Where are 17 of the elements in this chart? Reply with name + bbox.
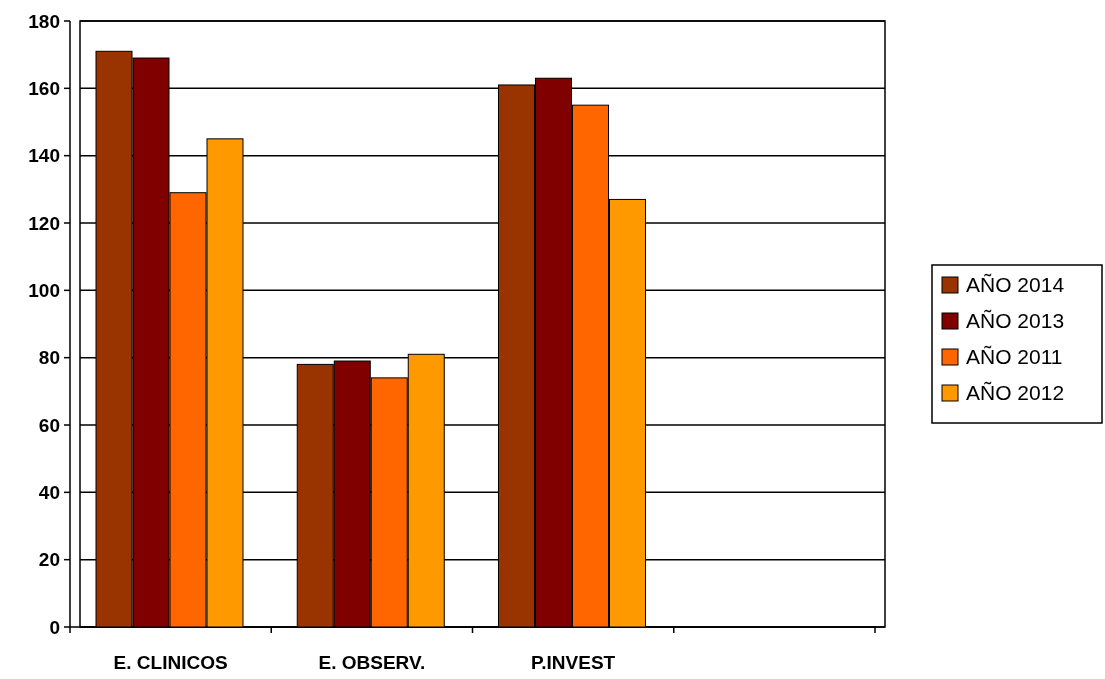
y-tick-label: 0	[49, 616, 60, 638]
y-tick-label: 20	[38, 549, 60, 571]
legend-label: AÑO 2012	[966, 381, 1065, 405]
legend-label: AÑO 2014	[966, 273, 1065, 297]
y-tick-label: 80	[38, 347, 60, 369]
y-tick-label: 160	[28, 77, 60, 99]
legend-label: AÑO 2011	[966, 345, 1063, 369]
y-tick-label: 140	[28, 145, 60, 167]
x-tick-label: E. CLINICOS	[113, 652, 228, 673]
y-tick-label: 60	[38, 414, 60, 436]
x-tick-label: P.INVEST	[531, 652, 616, 673]
x-tick-label: E. OBSERV.	[318, 652, 426, 673]
y-tick-label: 120	[28, 212, 60, 234]
y-tick-label: 100	[28, 279, 60, 301]
y-tick-label: 40	[38, 481, 60, 503]
y-tick-label: 180	[28, 10, 60, 32]
legend-label: AÑO 2013	[966, 309, 1065, 333]
